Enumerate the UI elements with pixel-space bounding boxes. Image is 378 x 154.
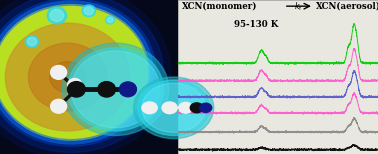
Circle shape <box>119 82 136 97</box>
Circle shape <box>82 5 96 17</box>
Circle shape <box>51 99 67 113</box>
Circle shape <box>25 36 39 47</box>
Circle shape <box>138 80 210 136</box>
Circle shape <box>190 103 203 113</box>
Circle shape <box>47 7 67 24</box>
Circle shape <box>62 43 169 136</box>
Circle shape <box>162 102 177 114</box>
Circle shape <box>98 82 115 97</box>
Text: XCN(aerosol): XCN(aerosol) <box>316 2 378 10</box>
Circle shape <box>5 23 130 131</box>
Circle shape <box>0 0 156 146</box>
Circle shape <box>142 83 206 132</box>
Circle shape <box>27 37 37 46</box>
Circle shape <box>0 0 170 154</box>
Circle shape <box>71 51 160 128</box>
Circle shape <box>68 82 85 97</box>
Circle shape <box>28 43 107 111</box>
Circle shape <box>0 5 149 140</box>
Circle shape <box>68 79 82 91</box>
Circle shape <box>179 102 193 113</box>
Circle shape <box>200 103 212 112</box>
Circle shape <box>50 10 64 21</box>
Circle shape <box>133 77 214 139</box>
Circle shape <box>106 16 115 24</box>
Circle shape <box>50 62 85 92</box>
Circle shape <box>68 48 163 131</box>
Circle shape <box>0 0 163 152</box>
Circle shape <box>142 102 157 114</box>
Text: $k_{\rm f}$: $k_{\rm f}$ <box>294 1 303 13</box>
Circle shape <box>107 17 113 23</box>
Circle shape <box>84 7 94 15</box>
Text: XCN(monomer): XCN(monomer) <box>182 2 257 10</box>
Circle shape <box>51 65 67 79</box>
Text: 95-130 K: 95-130 K <box>234 20 278 29</box>
